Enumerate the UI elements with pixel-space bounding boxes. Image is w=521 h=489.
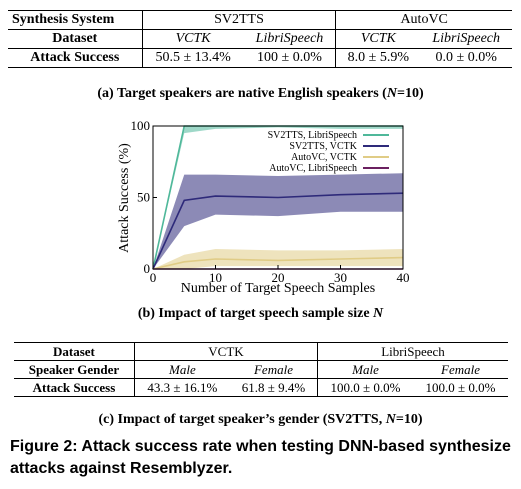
value-cell: 43.3 ± 16.1%	[147, 380, 218, 395]
caption-a-suffix: =10)	[396, 86, 424, 101]
x-tick-label: 30	[334, 270, 347, 285]
value-cell: 0.0 ± 0.0%	[435, 50, 497, 65]
x-tick-label: 20	[272, 270, 285, 285]
row-label-dataset: Dataset	[14, 342, 135, 361]
gender-cell: Female	[229, 360, 319, 379]
caption-c-suffix: =10)	[395, 412, 423, 427]
value-cell: 61.8 ± 9.4%	[229, 378, 319, 397]
legend-label: SV2TTS, VCTK	[289, 141, 357, 152]
row-label-attack-success: Attack Success	[14, 378, 135, 397]
table-target-native: Synthesis System SV2TTS AutoVC Dataset V…	[8, 10, 512, 68]
header-vctk: VCTK	[134, 342, 319, 361]
x-tick-label: 0	[150, 270, 157, 285]
figure-caption: Figure 2: Attack success rate when testi…	[10, 438, 511, 477]
caption-c-prefix: (c) Impact of target speaker’s gender (S…	[98, 412, 386, 427]
band-1	[153, 173, 403, 269]
legend-label: SV2TTS, LibriSpeech	[268, 130, 357, 141]
caption-b-prefix: (b) Impact of target speech sample size	[137, 306, 374, 321]
value-cell: 100 ± 0.0%	[243, 48, 337, 68]
attack-success-chart: 0 10 20 30 40 0 50 100 SV2TTS, LibriSpeechSV2TT…	[117, 118, 410, 296]
y-tick-label: 50	[137, 190, 150, 205]
caption-c-math: N	[385, 412, 396, 427]
x-tick-label: 40	[397, 270, 410, 285]
dataset-cell: VCTK	[175, 31, 211, 46]
value-cell: 50.5 ± 13.4%	[155, 50, 231, 65]
x-tick-label: 10	[209, 270, 222, 285]
dataset-cell: LibriSpeech	[243, 29, 337, 49]
row-label-speaker-gender: Speaker Gender	[14, 360, 135, 379]
gender-cell: Female	[441, 362, 481, 377]
caption-a: (a) Target speakers are native English s…	[0, 86, 521, 102]
band-2	[153, 248, 403, 269]
header-autovc: AutoVC	[400, 12, 448, 27]
gender-cell: Male	[169, 362, 196, 377]
header-librispeech: LibriSpeech	[381, 344, 445, 359]
y-tick-label: 0	[144, 261, 151, 276]
header-synthesis-system: Synthesis System	[8, 10, 143, 30]
gender-cell: Male	[352, 362, 379, 377]
x-axis-label: Number of Target Speech Samples	[181, 281, 375, 296]
caption-b-math: N	[373, 306, 384, 321]
value-cell: 100.0 ± 0.0%	[425, 380, 496, 395]
value-cell: 100.0 ± 0.0%	[330, 380, 401, 395]
row-label-dataset: Dataset	[8, 29, 143, 49]
legend-label: AutoVC, VCTK	[291, 152, 358, 163]
legend-label: AutoVC, LibriSpeech	[269, 163, 357, 174]
value-cell: 8.0 ± 5.9%	[347, 50, 410, 65]
y-tick-label: 100	[131, 118, 151, 133]
dataset-cell: LibriSpeech	[432, 31, 501, 46]
table-speaker-gender: Dataset VCTK LibriSpeech Speaker Gender …	[14, 342, 508, 397]
header-sv2tts: SV2TTS	[142, 10, 337, 30]
y-axis-label: Attack Success (%)	[117, 143, 132, 253]
caption-b: (b) Impact of target speech sample size …	[0, 306, 521, 322]
caption-c: (c) Impact of target speaker’s gender (S…	[0, 412, 521, 428]
series-line-2	[152, 256, 404, 270]
dataset-cell: VCTK	[360, 31, 396, 46]
caption-a-math: N	[386, 86, 397, 101]
series-line-1	[152, 192, 404, 270]
row-label-attack-success: Attack Success	[8, 48, 143, 68]
caption-a-prefix: (a) Target speakers are native English s…	[97, 86, 387, 101]
